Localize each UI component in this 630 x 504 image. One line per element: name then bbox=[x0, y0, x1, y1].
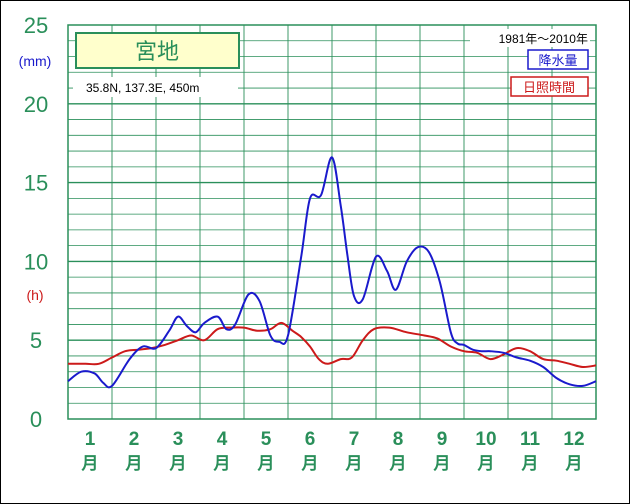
y-tick-label: 15 bbox=[24, 171, 48, 196]
legend-sunshine-box bbox=[510, 76, 589, 97]
month-number-label: 8 bbox=[393, 429, 404, 450]
location-label: 35.8N, 137.3E, 450m bbox=[86, 81, 199, 95]
month-suffix-label: 月 bbox=[213, 454, 231, 473]
y-tick-label: 20 bbox=[24, 92, 48, 117]
month-suffix-label: 月 bbox=[81, 454, 99, 473]
y-tick-label: 10 bbox=[24, 249, 48, 274]
series-group bbox=[67, 156, 597, 389]
precipitation-line bbox=[67, 156, 597, 389]
month-suffix-label: 月 bbox=[433, 454, 451, 473]
month-number-label: 5 bbox=[261, 429, 272, 450]
month-number-label: 10 bbox=[475, 429, 496, 450]
y-unit-h-label: (h) bbox=[26, 287, 43, 303]
month-suffix-label: 月 bbox=[257, 454, 275, 473]
period-box bbox=[470, 29, 590, 47]
month-number-label: 6 bbox=[305, 429, 316, 450]
legend-precipitation: 降水量 bbox=[538, 53, 577, 68]
station-title-box bbox=[75, 32, 240, 69]
month-suffix-label: 月 bbox=[169, 454, 187, 473]
month-suffix-label: 月 bbox=[301, 454, 319, 473]
x-tick-labels: 1 月 2 月 3 月 4 月 5 月 6 月 7 月 8 月 9 月 10 月 11 月 12 月 bbox=[81, 429, 585, 473]
month-suffix-label: 月 bbox=[125, 454, 143, 473]
month-suffix-label: 月 bbox=[477, 454, 495, 473]
month-suffix-label: 月 bbox=[521, 454, 539, 473]
legend-precipitation-box bbox=[527, 49, 589, 70]
y-tick-label: 25 bbox=[24, 13, 48, 38]
month-number-label: 4 bbox=[217, 429, 228, 450]
y-unit-mm-label: (mm) bbox=[19, 53, 52, 69]
month-suffix-label: 月 bbox=[345, 454, 363, 473]
y-tick-label: 5 bbox=[30, 328, 42, 353]
month-number-label: 11 bbox=[520, 429, 541, 450]
month-number-label: 7 bbox=[349, 429, 360, 450]
y-tick-labels: 25 20 15 10 5 0 bbox=[24, 13, 48, 432]
y-tick-label: 0 bbox=[30, 407, 42, 432]
month-suffix-label: 月 bbox=[389, 454, 407, 473]
period-label: 1981年〜2010年 bbox=[499, 32, 588, 46]
month-number-label: 3 bbox=[173, 429, 184, 450]
month-suffix-label: 月 bbox=[565, 454, 583, 473]
month-number-label: 1 bbox=[85, 429, 96, 450]
month-number-label: 9 bbox=[437, 429, 448, 450]
month-number-label: 2 bbox=[129, 429, 140, 450]
location-box bbox=[73, 77, 238, 97]
station-title: 宮地 bbox=[135, 39, 179, 64]
month-number-label: 12 bbox=[563, 429, 584, 450]
legend-sunshine: 日照時間 bbox=[523, 80, 575, 95]
